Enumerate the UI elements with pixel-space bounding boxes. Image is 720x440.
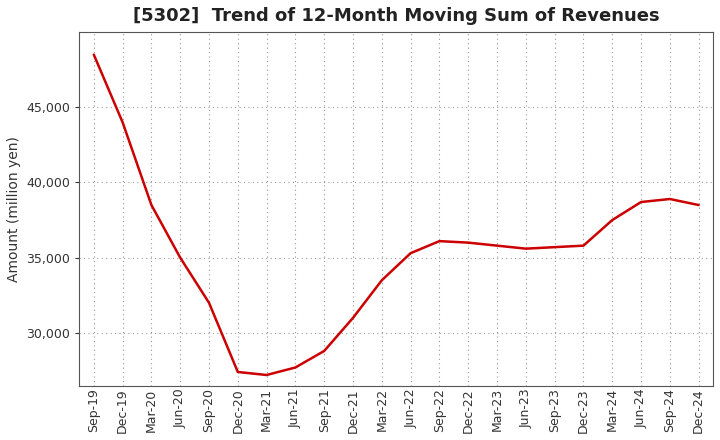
Y-axis label: Amount (million yen): Amount (million yen)	[7, 136, 21, 282]
Title: [5302]  Trend of 12-Month Moving Sum of Revenues: [5302] Trend of 12-Month Moving Sum of R…	[133, 7, 660, 25]
